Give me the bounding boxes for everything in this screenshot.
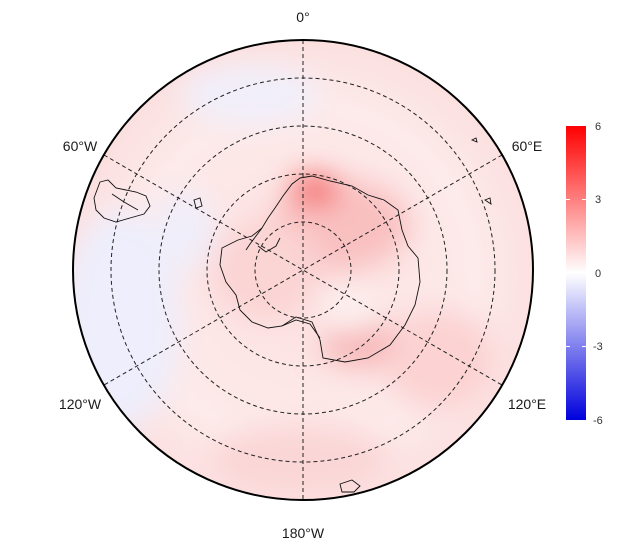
- island-2: [339, 479, 361, 493]
- island-1: [193, 197, 203, 209]
- island-3: [484, 197, 492, 205]
- south-america-tip: [93, 179, 151, 223]
- colorbar-tick-label: 0: [595, 268, 601, 280]
- south-america-line: [111, 193, 139, 211]
- colorbar-tick-label: -3: [593, 341, 603, 353]
- coastline: [93, 137, 492, 493]
- graticule: [103, 40, 503, 500]
- colorbar-gradient: [566, 126, 586, 420]
- colorbar-tick-label: 6: [595, 121, 601, 133]
- lon-label-60w: 60°W: [63, 138, 98, 154]
- lon-label-60e: 60°E: [512, 138, 543, 154]
- colorbar: 6 3 0 -3 -6: [566, 121, 603, 427]
- antarctica-coastline: [219, 175, 421, 363]
- colorbar-tick-label: 3: [595, 194, 601, 206]
- anomaly-field: [73, 40, 533, 500]
- lon-label-0: 0°: [296, 9, 309, 25]
- colorbar-tick-label: -6: [593, 415, 603, 427]
- lon-label-120w: 120°W: [59, 396, 102, 412]
- island-4: [470, 137, 478, 143]
- ross-ice-shelf: [281, 319, 321, 339]
- antarctic-peninsula: [245, 227, 281, 253]
- map-border: [72, 39, 534, 501]
- lon-label-180w: 180°W: [282, 525, 325, 541]
- lon-label-120e: 120°E: [508, 396, 546, 412]
